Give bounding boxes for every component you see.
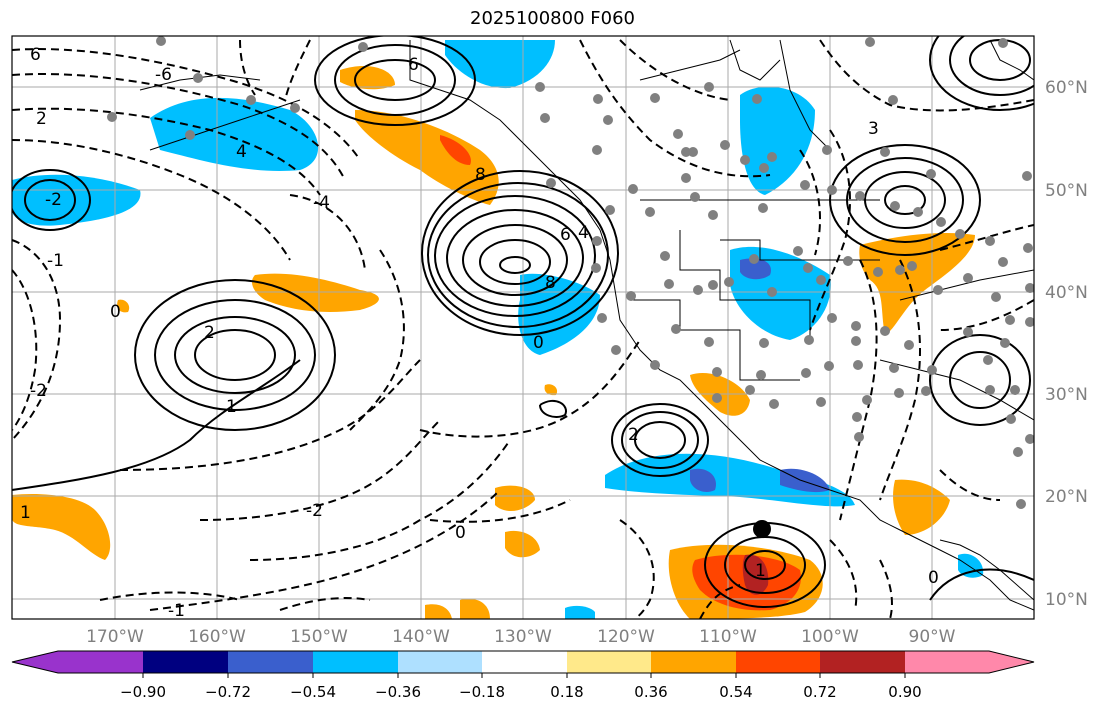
shaded-field bbox=[12, 40, 984, 619]
lat-label: 10°N bbox=[1045, 590, 1088, 610]
lon-label: 170°W bbox=[86, 627, 144, 647]
contour-label: 6 bbox=[408, 55, 419, 75]
contour-label: 2 bbox=[628, 425, 639, 445]
contour-label: 4 bbox=[236, 142, 247, 162]
colorbar-tick: −0.18 bbox=[459, 683, 505, 701]
colorbar-tick: −0.36 bbox=[375, 683, 421, 701]
lon-label: 110°W bbox=[699, 627, 757, 647]
contours-dashed bbox=[12, 39, 1034, 619]
lon-label: 100°W bbox=[801, 627, 859, 647]
lon-label: 150°W bbox=[290, 627, 348, 647]
colorbar-swatch bbox=[58, 651, 143, 673]
storm-center-marker bbox=[753, 520, 771, 538]
longitude-labels: 170°W 160°W 150°W 140°W 130°W 120°W 110°… bbox=[86, 627, 956, 647]
contour-label: -1 bbox=[168, 601, 185, 621]
lon-label: 140°W bbox=[392, 627, 450, 647]
colorbar-swatch bbox=[736, 651, 820, 673]
contour-label: 0 bbox=[110, 302, 121, 322]
contour-label: 3 bbox=[868, 119, 879, 139]
map-frame bbox=[11, 35, 1035, 620]
colorbar-tick: 0.36 bbox=[634, 683, 667, 701]
contour-label: -2 bbox=[30, 381, 47, 401]
colorbar-tick: 0.72 bbox=[803, 683, 836, 701]
lat-label: 40°N bbox=[1045, 283, 1088, 303]
lon-label: 160°W bbox=[188, 627, 246, 647]
colorbar-swatch bbox=[482, 651, 567, 673]
colorbar: −0.90 −0.72 −0.54 −0.36 −0.18 0.18 0.36 … bbox=[11, 650, 1035, 701]
contour-labels: 6 -6 2 4 6 8 0 -2 -4 2 0 4 6 8 1 -1 2 3 … bbox=[20, 45, 939, 621]
contour-label: -4 bbox=[313, 193, 330, 213]
contour-label: 2 bbox=[36, 109, 47, 129]
colorbar-swatch bbox=[143, 651, 228, 673]
colorbar-extend-right bbox=[989, 651, 1034, 673]
colorbar-swatch bbox=[905, 651, 989, 673]
map-title: 2025100800 F060 bbox=[470, 8, 635, 29]
contours-solid bbox=[12, 36, 1034, 608]
colorbar-tick: 0.90 bbox=[888, 683, 921, 701]
colorbar-tick: −0.72 bbox=[205, 683, 251, 701]
contour-label: 2 bbox=[204, 323, 215, 343]
contour-label: -6 bbox=[155, 65, 172, 85]
lat-label: 50°N bbox=[1045, 181, 1088, 201]
contour-label: 6 bbox=[560, 225, 571, 245]
colorbar-swatch bbox=[228, 651, 313, 673]
contour-label: 8 bbox=[475, 165, 486, 185]
lon-label: 90°W bbox=[909, 627, 956, 647]
lat-label: 60°N bbox=[1045, 78, 1088, 98]
colorbar-tick: 0.18 bbox=[550, 683, 583, 701]
contour-label: 4 bbox=[578, 223, 589, 243]
contour-label: 1 bbox=[20, 503, 31, 523]
contour-label: -1 bbox=[47, 251, 64, 271]
contour-label: 0 bbox=[533, 333, 544, 353]
lon-label: 130°W bbox=[494, 627, 552, 647]
colorbar-tick: −0.54 bbox=[290, 683, 336, 701]
contour-label: 6 bbox=[30, 45, 41, 65]
contour-label: 0 bbox=[455, 523, 466, 543]
contour-label: 1 bbox=[755, 561, 766, 581]
colorbar-swatch bbox=[398, 651, 482, 673]
colorbar-extend-left bbox=[12, 651, 58, 673]
station-dots bbox=[107, 36, 1034, 509]
lat-label: 20°N bbox=[1045, 487, 1088, 507]
colorbar-tick: −0.90 bbox=[120, 683, 166, 701]
colorbar-swatch bbox=[313, 651, 398, 673]
contour-label: 0 bbox=[928, 568, 939, 588]
colorbar-swatch bbox=[651, 651, 736, 673]
colorbar-swatch bbox=[567, 651, 651, 673]
lat-label: 30°N bbox=[1045, 385, 1088, 405]
colorbar-tick: 0.54 bbox=[719, 683, 752, 701]
contour-label: -2 bbox=[306, 501, 323, 521]
contour-label: 8 bbox=[545, 273, 556, 293]
lon-label: 120°W bbox=[597, 627, 655, 647]
latitude-labels: 60°N 50°N 40°N 30°N 20°N 10°N bbox=[1045, 78, 1088, 610]
contour-label: 1 bbox=[226, 397, 237, 417]
contour-label: -2 bbox=[45, 190, 62, 210]
colorbar-swatch bbox=[820, 651, 905, 673]
